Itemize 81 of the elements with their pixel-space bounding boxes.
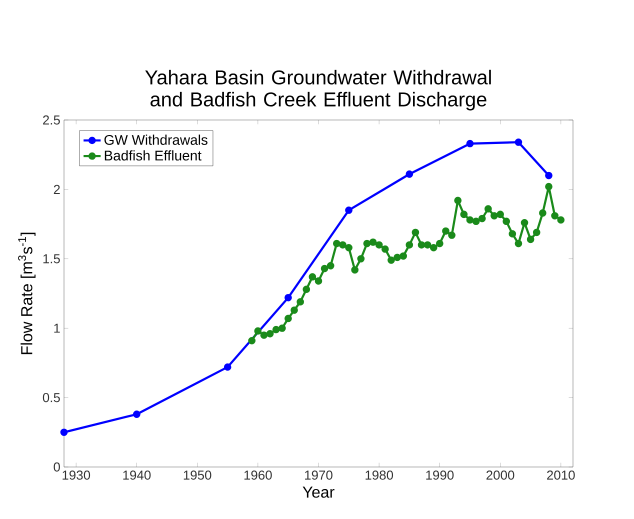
- point: [248, 336, 256, 344]
- point: [412, 228, 420, 236]
- point: [496, 210, 504, 218]
- point: [388, 256, 395, 264]
- x-tick-label: 1940: [123, 470, 151, 480]
- point: [284, 294, 292, 302]
- point: [490, 212, 498, 220]
- point: [375, 241, 383, 249]
- point: [133, 410, 140, 418]
- point: [466, 140, 474, 148]
- point: [308, 273, 316, 281]
- y-tick-label: 0.5: [42, 392, 60, 402]
- point: [254, 327, 262, 335]
- point: [448, 232, 456, 239]
- point: [284, 314, 292, 322]
- point: [363, 240, 371, 248]
- x-tick-label: 1950: [184, 470, 212, 480]
- point: [520, 219, 528, 226]
- x-tick-label: 2000: [486, 470, 514, 480]
- point: [345, 244, 352, 252]
- point: [302, 286, 310, 294]
- point: [472, 218, 480, 226]
- point: [272, 326, 280, 334]
- x-tick-label: 1980: [366, 470, 394, 480]
- point: [551, 212, 559, 220]
- point: [260, 331, 268, 339]
- point: [466, 216, 474, 224]
- point: [545, 172, 552, 180]
- point: [369, 238, 377, 246]
- point: [224, 363, 232, 371]
- point: [406, 170, 414, 178]
- point: [514, 138, 522, 146]
- y-tick-label: 0: [54, 462, 60, 472]
- point: [278, 324, 286, 332]
- point: [545, 182, 552, 190]
- point: [339, 241, 346, 249]
- point: [418, 241, 426, 249]
- point: [436, 240, 444, 248]
- point: [526, 236, 534, 244]
- y-tick-label: 1.5: [43, 254, 60, 264]
- point: [266, 330, 274, 338]
- legend-label: GW Withdrawals: [104, 134, 208, 145]
- point: [357, 255, 365, 262]
- point: [290, 306, 298, 314]
- point: [296, 298, 304, 306]
- point: [314, 277, 322, 285]
- point: [532, 228, 540, 236]
- point: [460, 210, 468, 218]
- chart-title: Yahara Basin Groundwater Withdrawal and Badfish Creek Effluent Discharge: [145, 70, 491, 110]
- y-axis-title: Flow Rate [m$^{3}$s$^{-1}$]: [18, 232, 36, 354]
- point: [381, 245, 389, 253]
- point: [539, 209, 546, 217]
- point: [345, 206, 352, 214]
- x-tick-label: 1970: [305, 470, 332, 480]
- point: [478, 214, 486, 222]
- point: [557, 216, 565, 224]
- x-tick-label: 1960: [244, 470, 272, 480]
- x-tick-label: 1930: [62, 470, 90, 480]
- point: [400, 252, 408, 260]
- point: [442, 227, 450, 235]
- point: [351, 266, 359, 274]
- legend-label: Badfish Effluent: [104, 150, 202, 161]
- point: [454, 196, 462, 204]
- point: [502, 218, 510, 226]
- x-axis-title: Year: [302, 486, 334, 498]
- y-tick-label: 1: [54, 324, 60, 333]
- x-tick-label: 2010: [547, 470, 575, 480]
- point: [514, 240, 522, 248]
- point: [394, 254, 401, 262]
- point: [484, 205, 492, 213]
- x-tick-label: 1990: [426, 470, 454, 480]
- point: [508, 230, 516, 238]
- point: [60, 428, 68, 436]
- y-tick-label: 2: [54, 184, 60, 194]
- point: [332, 240, 340, 248]
- y-tick-label: 2.5: [43, 115, 60, 125]
- point: [326, 262, 334, 270]
- point: [320, 264, 328, 272]
- point: [406, 241, 414, 249]
- point: [424, 241, 432, 249]
- point: [430, 244, 438, 252]
